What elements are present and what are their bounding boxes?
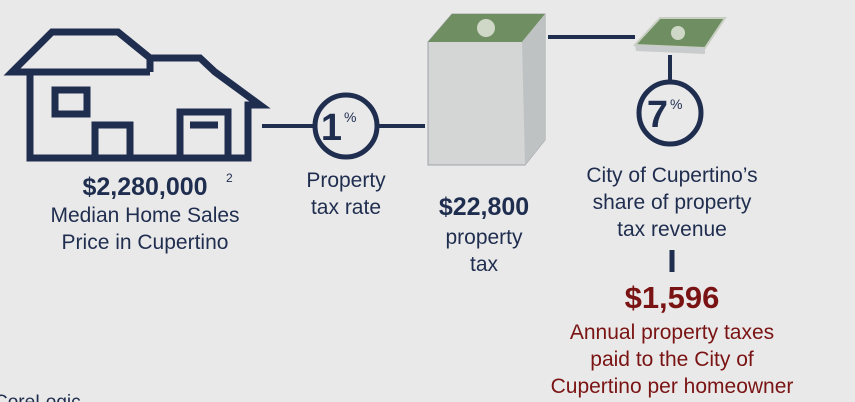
- roof-line: [12, 58, 154, 76]
- rate-caption: Property: [306, 169, 386, 192]
- money-stack: [427, 13, 546, 166]
- share-circle: [636, 79, 704, 147]
- rate-caption: tax rate: [311, 196, 381, 219]
- bill-portrait: [671, 26, 685, 40]
- stack-side: [522, 14, 545, 165]
- rate-unit: %: [344, 109, 356, 125]
- door: [91, 121, 134, 158]
- tax-caption: property: [445, 226, 523, 249]
- home-caption: Median Home Sales: [50, 204, 239, 227]
- house-outline: [3, 28, 271, 162]
- result-caption: paid to the City of: [590, 348, 754, 371]
- bill-edge: [635, 45, 705, 54]
- garage: [176, 108, 232, 158]
- home-caption: Price in Cupertino: [62, 231, 229, 254]
- share-caption: City of Cupertino’s: [586, 164, 757, 187]
- footnote: 2: [226, 171, 233, 185]
- share-caption: tax revenue: [617, 218, 727, 241]
- house-icon: [3, 28, 271, 162]
- share-unit: %: [670, 96, 682, 112]
- tax-caption: tax: [470, 253, 499, 276]
- rate-circle: [312, 92, 380, 160]
- home-price: $2,280,000: [82, 173, 207, 201]
- tax-amount: $22,800: [439, 193, 529, 221]
- window: [51, 86, 91, 118]
- result-caption: Cupertino per homeowner: [551, 375, 794, 398]
- share-number: 7: [647, 94, 668, 136]
- result-caption: Annual property taxes: [570, 321, 774, 344]
- result-amount: $1,596: [625, 280, 720, 315]
- money-bill: [632, 17, 727, 54]
- source: CoreLogic: [0, 392, 81, 402]
- bill-portrait: [477, 19, 495, 37]
- share-caption: share of property: [593, 191, 752, 214]
- rate-number: 1: [321, 107, 342, 149]
